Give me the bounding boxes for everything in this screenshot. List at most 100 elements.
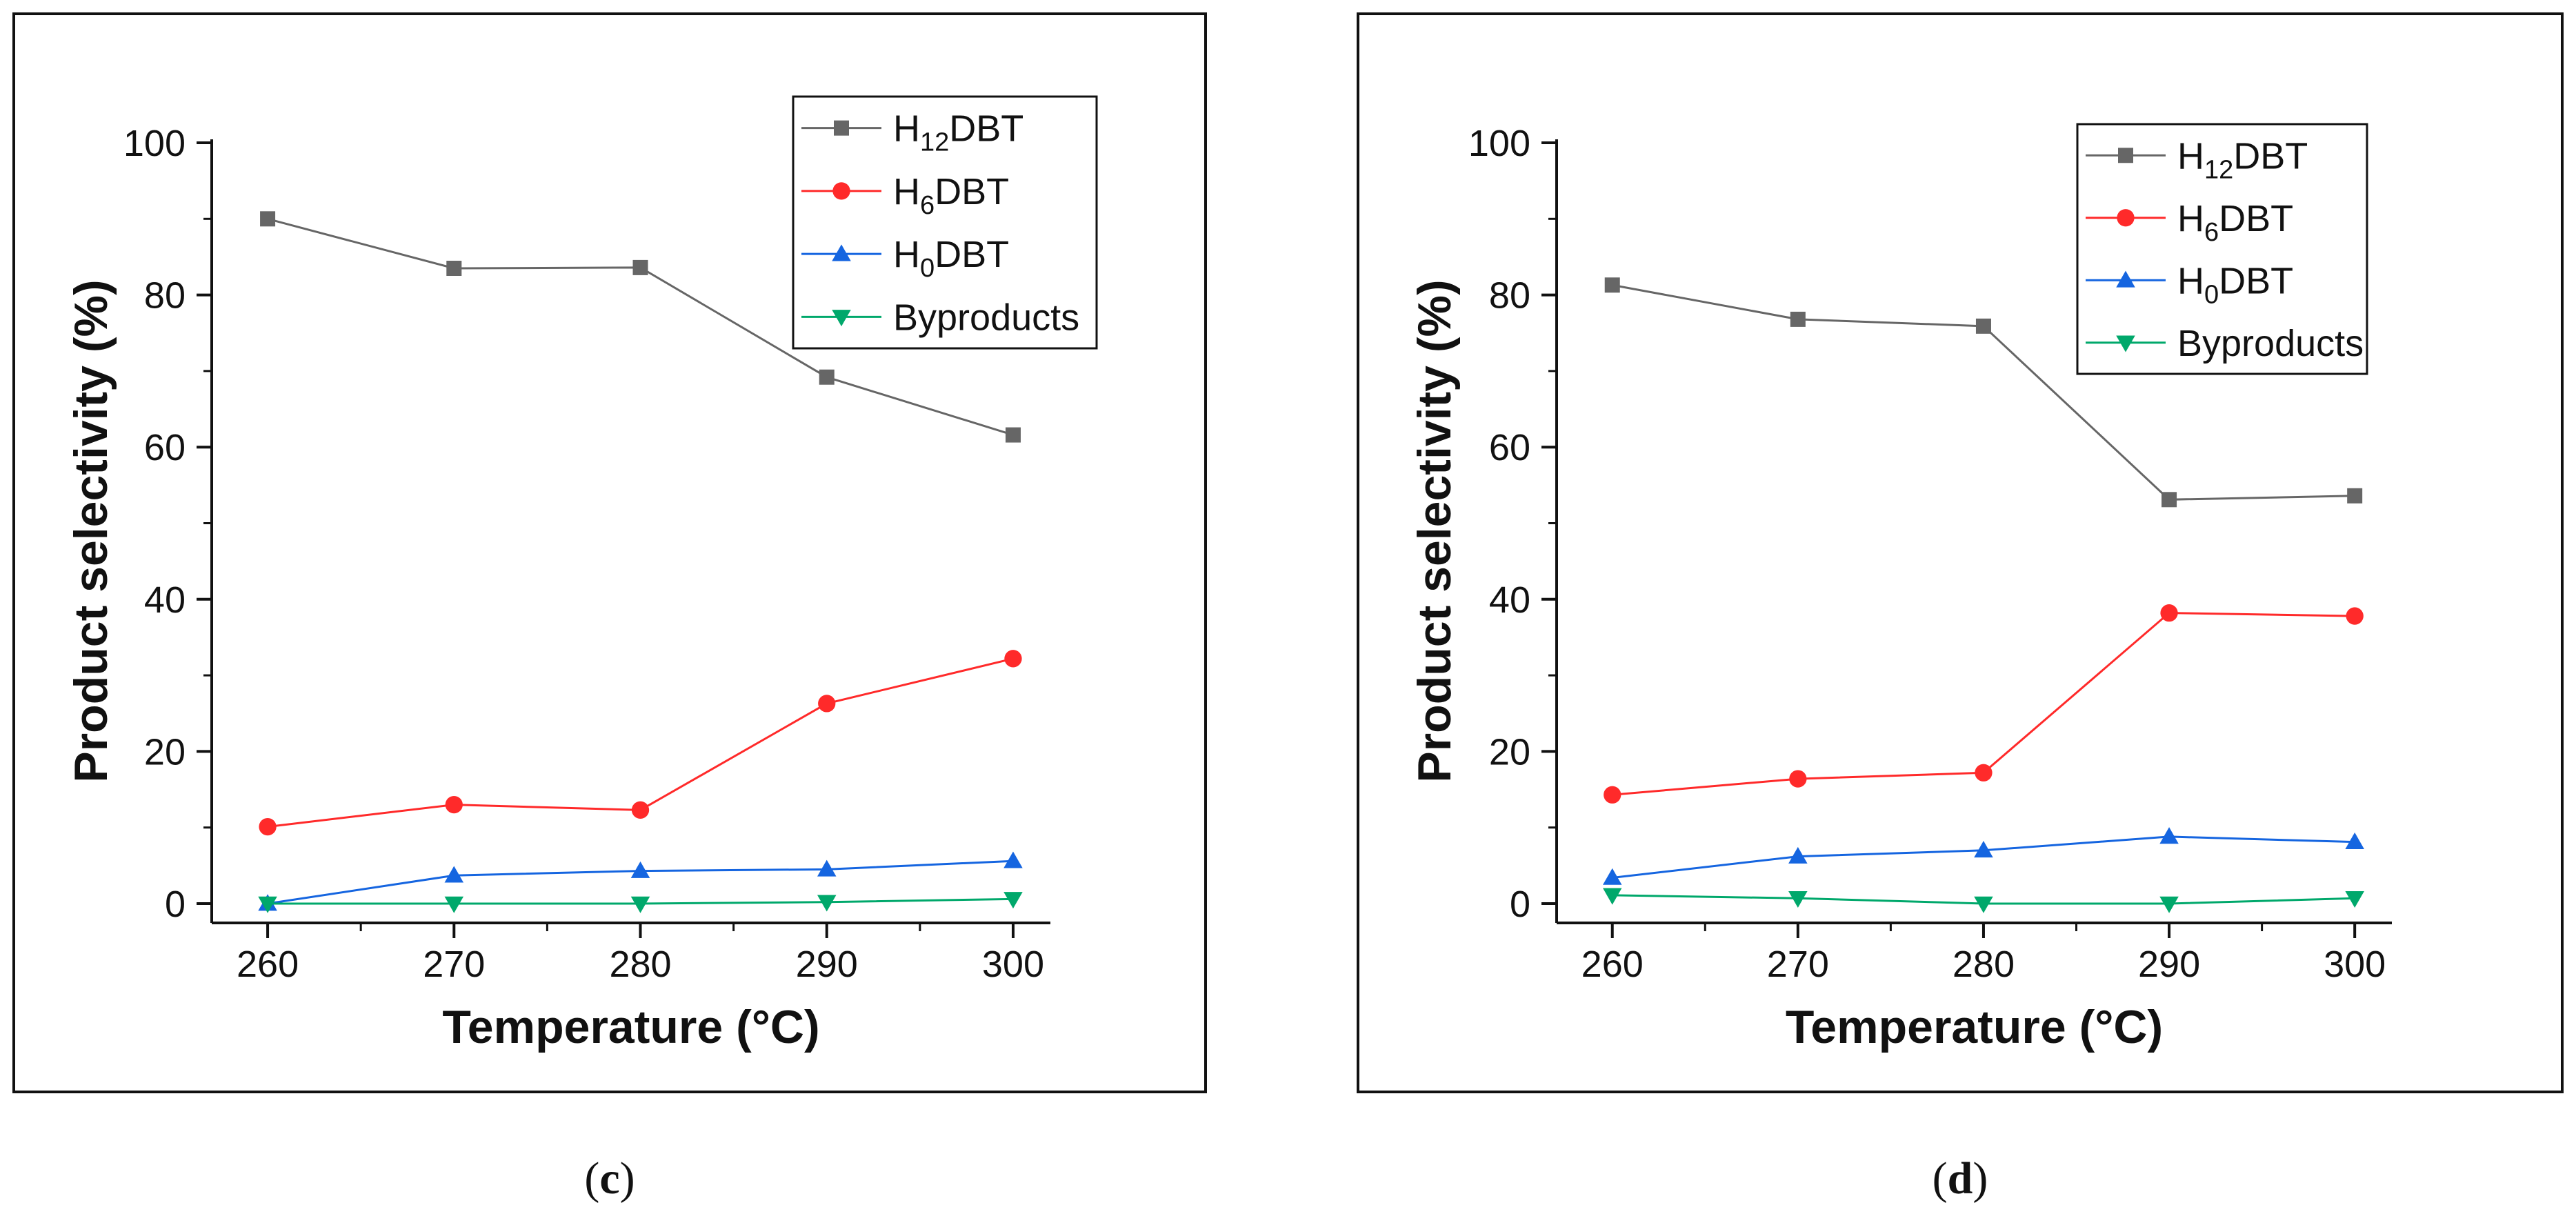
legend-item-byproducts: Byproducts (801, 297, 1079, 338)
legend-box (792, 95, 1098, 350)
panel-frame (1357, 12, 2564, 1093)
legend-marker (832, 244, 851, 261)
data-point (2161, 492, 2177, 508)
legend-item-h6dbt: H6DBT (2086, 198, 2293, 247)
legend-label-subscript: 12 (2204, 155, 2233, 184)
legend-marker (2117, 209, 2135, 227)
data-point (1788, 890, 1808, 908)
data-point (632, 259, 648, 275)
data-point (1004, 892, 1023, 909)
legend-label: Byproducts (2177, 323, 2364, 364)
data-point (1004, 851, 1023, 868)
series-h6dbt (1604, 604, 2364, 804)
legend-label: H6DBT (893, 171, 1009, 220)
x-tick-label: 260 (1581, 944, 1644, 985)
legend-label-suffix: DBT (935, 234, 1009, 275)
x-tick-label: 290 (2138, 944, 2200, 985)
x-tick-label: 290 (796, 944, 858, 985)
data-point (444, 896, 464, 913)
legend-label-main: H (2177, 135, 2204, 177)
data-point (444, 866, 464, 883)
legend-label: Byproducts (893, 297, 1079, 338)
series-h0dbt (258, 851, 1023, 911)
x-tick-label: 300 (2324, 944, 2386, 985)
series-h12dbt (260, 211, 1021, 443)
data-point (2159, 827, 2179, 844)
data-point (630, 861, 650, 878)
series-h6dbt (259, 650, 1022, 836)
data-point (817, 859, 837, 877)
y-tick-label: 60 (144, 427, 186, 468)
legend-label: H0DBT (2177, 260, 2293, 309)
legend-label-suffix: DBT (935, 171, 1009, 212)
legend-label-suffix: DBT (2219, 260, 2293, 301)
data-point (1005, 427, 1021, 443)
data-point (1789, 770, 1807, 788)
panel-label-letter: d (1948, 1153, 1973, 1204)
y-tick-label: 0 (1510, 884, 1530, 925)
data-point (1790, 311, 1806, 327)
legend-marker (2118, 148, 2133, 163)
x-tick-label: 300 (982, 944, 1044, 985)
legend-label-subscript: 0 (2204, 280, 2219, 309)
data-point (1975, 318, 1991, 334)
data-point (818, 695, 836, 713)
panel-label: (d) (1933, 1153, 1988, 1204)
data-point (2345, 890, 2364, 908)
y-tick-label: 40 (144, 579, 186, 621)
legend-label: H12DBT (893, 108, 1024, 157)
legend-label-main: H (893, 108, 920, 150)
data-point (258, 896, 277, 913)
x-tick-label: 280 (609, 944, 671, 985)
data-point (445, 795, 463, 814)
data-point (819, 369, 835, 385)
data-point (2345, 832, 2364, 849)
panel-label-paren: ( (584, 1153, 599, 1204)
data-point (1974, 896, 1993, 913)
legend-label-main: H (893, 234, 920, 275)
data-point (1975, 764, 1993, 782)
data-point (446, 260, 462, 276)
legend-marker (2116, 335, 2135, 352)
legend-box (2076, 123, 2368, 375)
legend-marker (2116, 270, 2135, 288)
x-tick-label: 270 (1767, 944, 1829, 985)
legend-item-h12dbt: H12DBT (801, 108, 1024, 157)
y-tick-label: 20 (1489, 731, 1530, 773)
legend-item-h0dbt: H0DBT (2086, 260, 2293, 309)
legend-label: H12DBT (2177, 135, 2308, 184)
legend-marker (834, 120, 849, 136)
data-point (631, 801, 650, 819)
y-tick-label: 20 (144, 731, 186, 773)
legend-item-h12dbt: H12DBT (2086, 135, 2308, 184)
series-h12dbt (1604, 277, 2363, 508)
data-point (1602, 888, 1622, 905)
data-point (2346, 607, 2364, 625)
x-axis-title: Temperature (°C) (1786, 1001, 2163, 1053)
legend: H12DBT H6DBT H0DBT Byproducts (792, 95, 1098, 350)
y-tick-label: 60 (1489, 427, 1530, 468)
series-h0dbt (1602, 827, 2364, 885)
data-point (2347, 488, 2363, 504)
data-point (2160, 604, 2178, 622)
legend-label-main: H (2177, 260, 2204, 301)
data-point (1604, 786, 1621, 804)
data-point (817, 895, 837, 912)
data-point (1788, 846, 1808, 864)
y-tick-label: 100 (123, 123, 186, 164)
panel-label-letter: c (599, 1153, 619, 1204)
y-tick-label: 80 (1489, 275, 1530, 317)
legend-item-h0dbt: H0DBT (801, 234, 1009, 283)
panel-label: (c) (584, 1153, 635, 1204)
legend-label-main: Byproducts (893, 297, 1079, 338)
x-tick-label: 270 (423, 944, 485, 985)
legend-label: H0DBT (893, 234, 1009, 283)
legend-label-suffix: DBT (2219, 198, 2293, 239)
data-point (1604, 277, 1620, 293)
data-point (260, 211, 276, 227)
legend-label-main: H (893, 171, 920, 212)
legend-item-byproducts: Byproducts (2086, 323, 2364, 364)
